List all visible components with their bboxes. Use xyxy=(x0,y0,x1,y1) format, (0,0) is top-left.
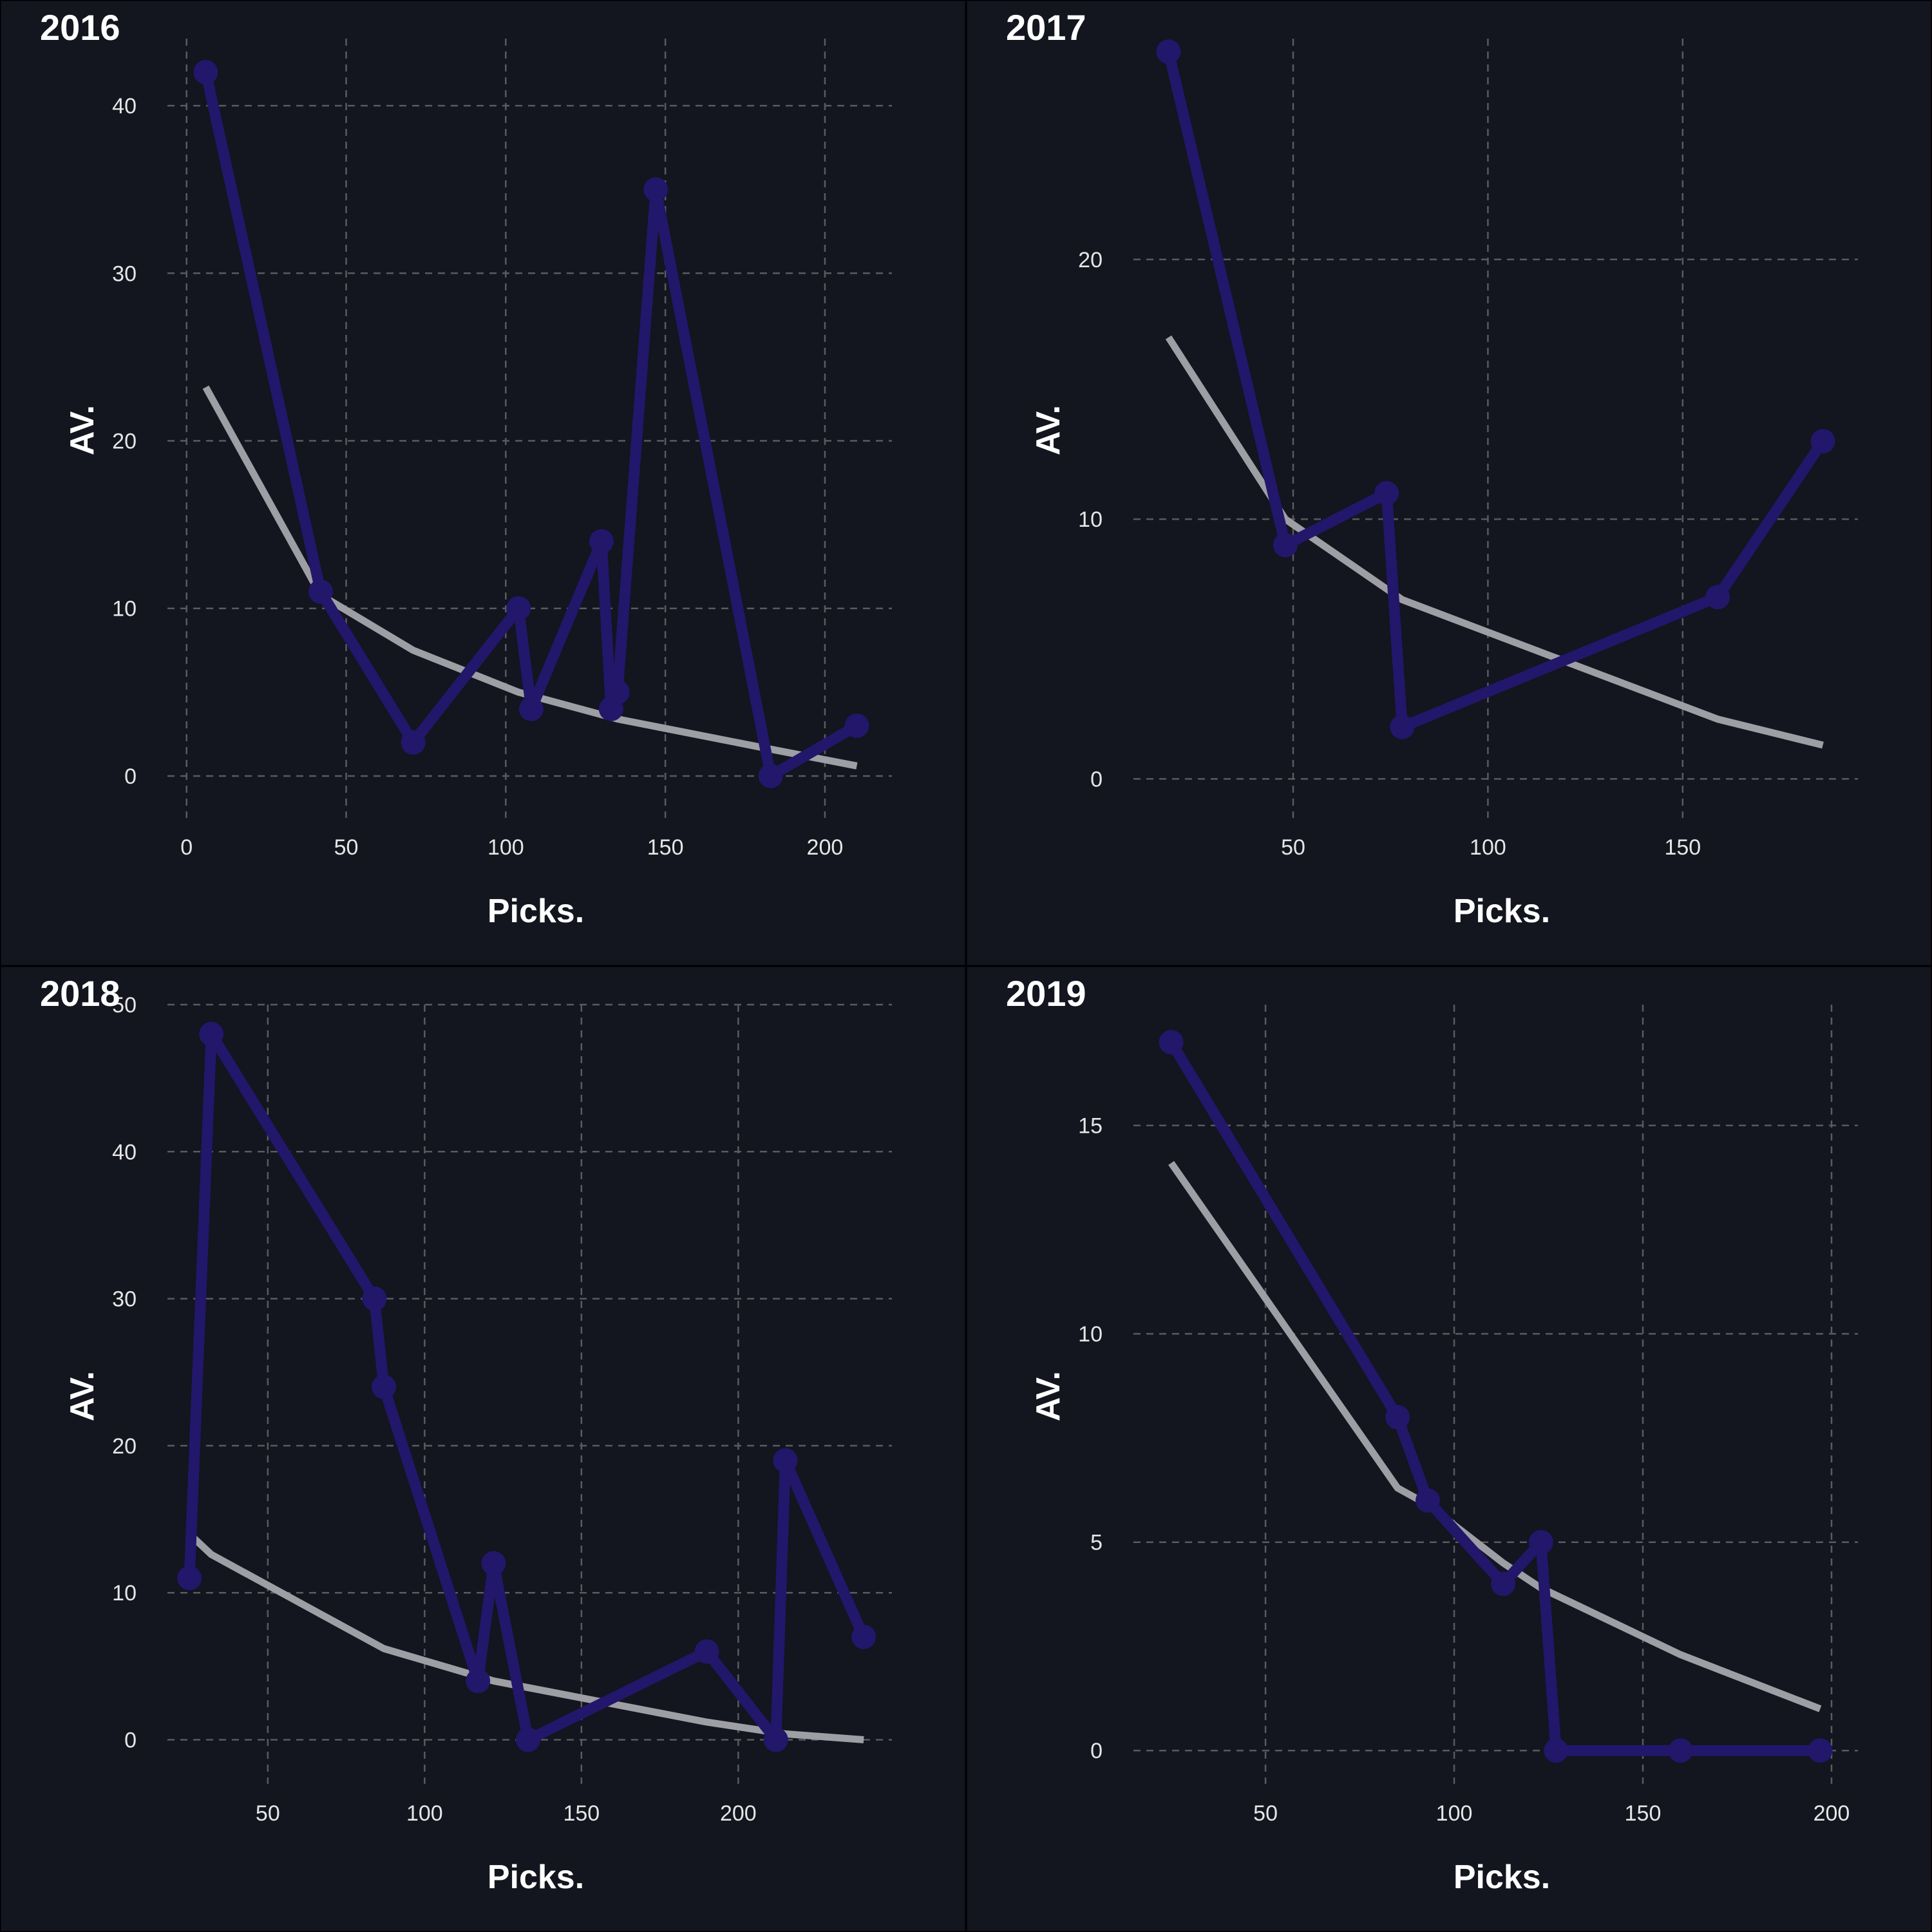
data-point xyxy=(1156,39,1181,64)
data-point xyxy=(1810,429,1835,454)
data-point xyxy=(1491,1571,1516,1596)
data-point xyxy=(362,1286,387,1311)
x-tick-label: 200 xyxy=(720,1801,757,1826)
panel-title: 2018 xyxy=(40,973,120,1014)
data-point xyxy=(763,1727,788,1752)
data-point xyxy=(193,60,218,85)
data-point xyxy=(1385,1405,1410,1430)
y-tick-label: 30 xyxy=(112,1287,137,1312)
x-tick-label: 150 xyxy=(1625,1801,1662,1826)
y-axis-label: AV. xyxy=(1030,405,1067,455)
y-tick-label: 50 xyxy=(112,993,137,1018)
chart-panel-0: 0 50 100 150 200 0 10 20 30 40 2016 Picks. AV. xyxy=(0,0,967,967)
data-point xyxy=(1528,1530,1553,1555)
panel-background xyxy=(965,0,1932,967)
y-tick-label: 0 xyxy=(1090,1739,1103,1763)
chart-panel-3: 50 100 150 200 0 5 10 15 2019 Picks. AV. xyxy=(965,965,1932,1932)
data-point xyxy=(177,1566,202,1591)
panel-title: 2019 xyxy=(1006,973,1086,1014)
y-tick-label: 20 xyxy=(112,1434,137,1459)
panel-background xyxy=(965,965,1932,1932)
trend-line xyxy=(1165,335,1824,749)
x-tick-label: 150 xyxy=(563,1801,600,1826)
x-axis-label: Picks. xyxy=(1454,1859,1550,1896)
panel-background xyxy=(0,965,967,1932)
data-point xyxy=(1416,1488,1441,1513)
x-tick-label: 50 xyxy=(1281,835,1305,860)
data-point xyxy=(1374,480,1399,506)
data-point xyxy=(773,1448,798,1473)
y-tick-label: 30 xyxy=(112,261,137,286)
y-tick-label: 20 xyxy=(1078,248,1103,272)
y-tick-label: 0 xyxy=(124,764,137,789)
data-point xyxy=(466,1669,491,1694)
y-tick-label: 40 xyxy=(112,1140,137,1164)
data-point xyxy=(516,1727,541,1752)
x-tick-label: 200 xyxy=(807,835,844,860)
series-line xyxy=(1162,46,1829,733)
data-point xyxy=(694,1639,719,1664)
x-tick-label: 50 xyxy=(256,1801,280,1826)
y-tick-label: 15 xyxy=(1078,1114,1103,1139)
data-point xyxy=(1159,1030,1184,1055)
x-tick-label: 100 xyxy=(1436,1801,1473,1826)
trend-line xyxy=(1168,1160,1822,1712)
data-point xyxy=(372,1374,397,1399)
panel-title: 2017 xyxy=(1006,7,1086,48)
data-point xyxy=(401,730,426,755)
x-tick-label: 50 xyxy=(334,835,359,860)
data-point xyxy=(844,713,869,738)
x-axis-label: Picks. xyxy=(488,1859,584,1896)
panel-title: 2016 xyxy=(40,7,120,48)
panel-background xyxy=(0,0,967,967)
y-axis-label: AV. xyxy=(64,1371,101,1421)
data-point xyxy=(1705,585,1730,610)
data-point xyxy=(589,529,614,554)
data-point xyxy=(1390,714,1415,739)
data-point xyxy=(518,696,544,721)
data-point xyxy=(199,1021,224,1046)
x-tick-label: 200 xyxy=(1814,1801,1850,1826)
y-tick-label: 40 xyxy=(112,94,137,118)
series-line xyxy=(1166,1036,1826,1756)
y-tick-label: 5 xyxy=(1090,1531,1103,1555)
data-point xyxy=(643,177,668,202)
data-point xyxy=(851,1624,876,1649)
x-tick-label: 100 xyxy=(1470,835,1506,860)
x-tick-label: 50 xyxy=(1253,1801,1278,1826)
data-point xyxy=(605,679,630,705)
y-axis-label: AV. xyxy=(1030,1371,1067,1421)
data-point xyxy=(758,763,783,788)
y-tick-label: 20 xyxy=(112,430,137,454)
data-point xyxy=(506,596,531,621)
chart-panel-1: 50 100 150 0 10 20 2017 Picks. AV. xyxy=(965,0,1932,967)
data-point xyxy=(1668,1738,1693,1763)
data-point xyxy=(308,579,333,604)
y-tick-label: 0 xyxy=(1090,768,1103,792)
data-point xyxy=(481,1551,506,1576)
y-tick-label: 0 xyxy=(124,1728,137,1753)
x-tick-label: 100 xyxy=(406,1801,443,1826)
y-tick-label: 10 xyxy=(1078,1322,1103,1347)
y-tick-label: 10 xyxy=(112,1581,137,1605)
x-tick-label: 150 xyxy=(1664,835,1701,860)
x-tick-label: 150 xyxy=(647,835,684,860)
x-tick-label: 100 xyxy=(488,835,524,860)
data-point xyxy=(1273,533,1298,558)
x-tick-label: 0 xyxy=(180,835,193,860)
x-axis-label: Picks. xyxy=(488,893,584,930)
data-point xyxy=(1808,1738,1833,1763)
data-point xyxy=(1544,1738,1569,1763)
y-tick-label: 10 xyxy=(112,597,137,621)
y-tick-label: 10 xyxy=(1078,507,1103,532)
y-axis-label: AV. xyxy=(64,405,101,455)
x-axis-label: Picks. xyxy=(1454,893,1550,930)
